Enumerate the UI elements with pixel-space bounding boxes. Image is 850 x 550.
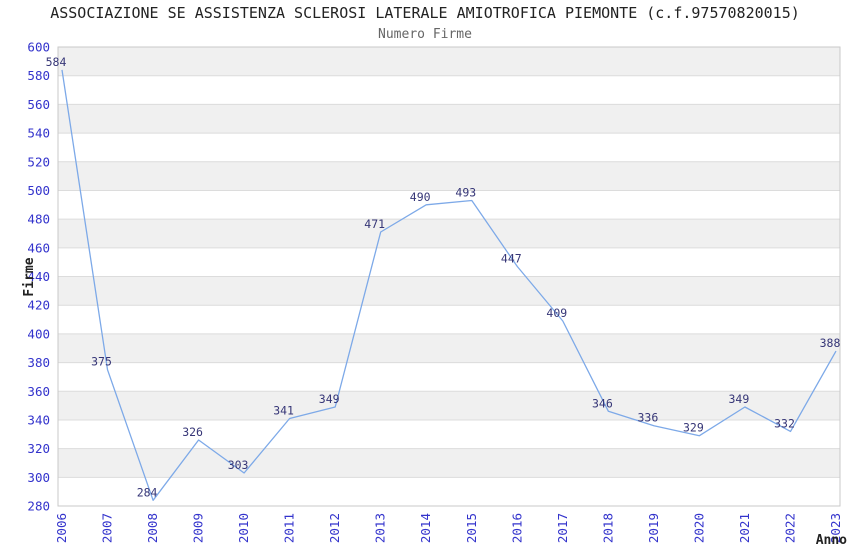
x-tick-label: 2016 <box>509 513 524 543</box>
y-tick-label: 400 <box>27 326 50 341</box>
data-label: 349 <box>729 392 750 406</box>
plot-band <box>58 219 840 248</box>
plot-band <box>58 47 840 76</box>
y-tick-label: 380 <box>27 355 50 370</box>
x-axis-title: Anno <box>816 533 847 548</box>
x-tick-label: 2011 <box>282 513 297 543</box>
plot-band <box>58 448 840 478</box>
y-tick-label: 320 <box>27 441 50 456</box>
chart-title: ASSOCIAZIONE SE ASSISTENZA SCLEROSI LATE… <box>50 4 800 22</box>
y-tick-label: 460 <box>27 240 50 255</box>
x-tick-label: 2013 <box>373 513 388 543</box>
data-label: 284 <box>137 485 158 499</box>
y-tick-label: 280 <box>27 499 50 514</box>
plot-band <box>58 276 840 306</box>
x-tick-label: 2010 <box>236 513 251 543</box>
y-tick-label: 560 <box>27 97 50 112</box>
x-tick-label: 2021 <box>737 513 752 543</box>
y-tick-label: 600 <box>27 40 50 55</box>
y-tick-label: 580 <box>27 68 50 83</box>
y-tick-label: 420 <box>27 298 50 313</box>
x-tick-label: 2015 <box>464 513 479 543</box>
data-label: 341 <box>273 404 294 418</box>
data-label: 493 <box>455 186 476 200</box>
y-axis-title: Firme <box>22 257 37 296</box>
x-tick-label: 2014 <box>418 513 433 543</box>
y-tick-label: 360 <box>27 384 50 399</box>
plot-band <box>58 161 840 191</box>
data-label: 471 <box>364 217 385 231</box>
x-tick-label: 2022 <box>783 513 798 543</box>
y-tick-label: 540 <box>27 126 50 141</box>
data-label: 332 <box>774 416 795 430</box>
plot-border <box>57 46 841 507</box>
data-label: 490 <box>410 190 431 204</box>
chart-subtitle: Numero Firme <box>378 27 472 42</box>
y-tick-label: 520 <box>27 154 50 169</box>
x-tick-label: 2006 <box>54 513 69 543</box>
data-label: 326 <box>182 425 203 439</box>
data-label: 329 <box>683 421 704 435</box>
x-tick-label: 2017 <box>555 513 570 543</box>
y-tick-label: 340 <box>27 412 50 427</box>
x-tick-label: 2012 <box>327 513 342 543</box>
x-tick-label: 2008 <box>145 513 160 543</box>
x-tick-label: 2020 <box>691 513 706 543</box>
y-tick-label: 500 <box>27 183 50 198</box>
firme-line-series <box>61 69 837 501</box>
data-label: 584 <box>46 55 67 69</box>
data-label: 447 <box>501 252 522 266</box>
plot-band <box>58 333 840 363</box>
x-tick-label: 2007 <box>100 513 115 543</box>
plot-band <box>58 391 840 420</box>
data-label: 388 <box>820 336 841 350</box>
x-tick-label: 2009 <box>191 513 206 543</box>
data-label: 375 <box>91 355 112 369</box>
plot-band <box>58 104 840 134</box>
data-label: 409 <box>546 306 567 320</box>
x-tick-label: 2018 <box>600 513 615 543</box>
data-label: 346 <box>592 396 613 410</box>
y-tick-label: 440 <box>27 269 50 284</box>
x-tick-label: 2023 <box>828 513 843 543</box>
data-label: 336 <box>638 411 659 425</box>
x-tick-label: 2019 <box>646 513 661 543</box>
data-label: 349 <box>319 392 340 406</box>
y-tick-label: 480 <box>27 212 50 227</box>
y-tick-label: 300 <box>27 470 50 485</box>
data-label: 303 <box>228 458 249 472</box>
